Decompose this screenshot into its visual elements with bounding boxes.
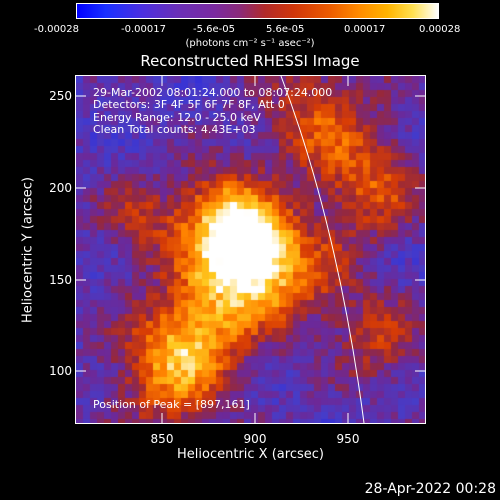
colorbar bbox=[76, 3, 439, 19]
y-tick-label: 100 bbox=[49, 364, 72, 378]
y-tick-label: 150 bbox=[49, 273, 72, 287]
colorbar-tick: -0.00017 bbox=[121, 24, 166, 35]
time-range-text: 29-Mar-2002 08:01:24.000 to 08:07:24.000 bbox=[93, 86, 333, 99]
colorbar-tick: -5.6e-05 bbox=[193, 24, 235, 35]
y-axis-label: Heliocentric Y (arcsec) bbox=[20, 177, 36, 323]
detectors-text: Detectors: 3F 4F 5F 6F 7F 8F, Att 0 bbox=[93, 98, 285, 111]
colorbar-tick: -0.00028 bbox=[34, 24, 79, 35]
page-title: Reconstructed RHESSI Image bbox=[140, 52, 360, 70]
colorbar-tick: 5.6e-05 bbox=[266, 24, 305, 35]
x-axis-label: Heliocentric X (arcsec) bbox=[177, 447, 324, 462]
colorbar-tick: 0.00017 bbox=[344, 24, 386, 35]
peak-position-text: Position of Peak = [897,161] bbox=[93, 398, 250, 411]
colorbar-units: (photons cm⁻² s⁻¹ asec⁻²) bbox=[185, 38, 315, 49]
heatmap-image bbox=[76, 76, 425, 423]
x-tick-label: 950 bbox=[336, 432, 360, 446]
image-plot bbox=[75, 75, 426, 424]
energy-range-text: Energy Range: 12.0 - 25.0 keV bbox=[93, 111, 261, 124]
footer-timestamp: 28-Apr-2022 00:28 bbox=[364, 481, 496, 497]
colorbar-tick: 0.00028 bbox=[419, 24, 461, 35]
x-tick-label: 850 bbox=[150, 432, 174, 446]
y-tick-label: 250 bbox=[49, 89, 72, 103]
y-tick-label: 200 bbox=[49, 181, 72, 195]
x-tick-label: 900 bbox=[243, 432, 267, 446]
clean-counts-text: Clean Total counts: 4.43E+03 bbox=[93, 123, 256, 136]
solar-limb-line bbox=[280, 76, 365, 423]
